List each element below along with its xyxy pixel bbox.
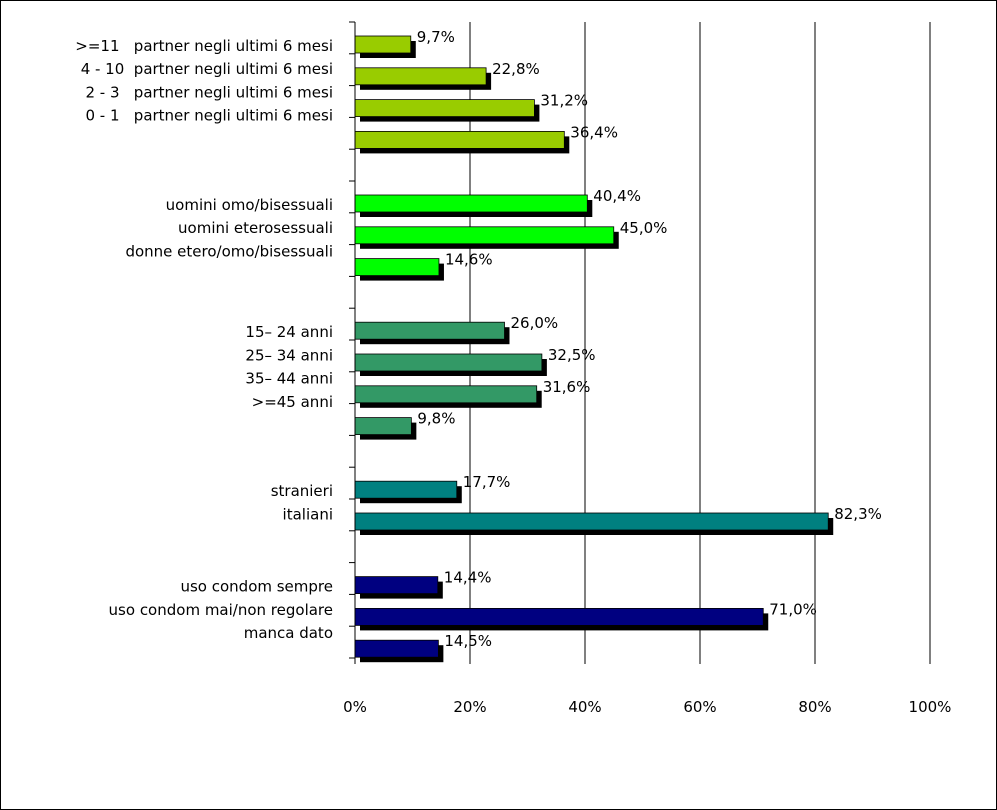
category-label: >=45 anni — [252, 393, 333, 411]
value-label: 17,7% — [463, 473, 511, 491]
bar — [354, 99, 535, 117]
x-tick-label: 40% — [568, 698, 601, 716]
category-label: donne etero/omo/bisessuali — [125, 242, 333, 260]
bar — [354, 67, 487, 86]
x-tick-label: 100% — [909, 698, 952, 716]
value-label: 26,0% — [511, 314, 559, 332]
bar — [354, 353, 543, 372]
x-tick-label: 0% — [343, 698, 367, 716]
bar — [354, 258, 440, 277]
category-label: 2 - 3 partner negli ultimi 6 mesi — [85, 83, 333, 101]
category-label: 4 - 10 partner negli ultimi 6 mesi — [81, 60, 333, 78]
value-label: 31,2% — [540, 92, 588, 110]
value-label: 32,5% — [548, 346, 596, 364]
bar — [354, 576, 439, 594]
x-tick-label: 80% — [798, 698, 831, 716]
bar — [354, 639, 439, 658]
category-label: stranieri — [271, 482, 333, 500]
labels: 9,7% 22,8%31,2% 36,4% >=11 partner negli ul… — [75, 28, 882, 650]
gridlines — [469, 22, 931, 664]
category-label: italiani — [283, 505, 333, 523]
category-label: manca dato — [244, 624, 333, 642]
value-label: 71,0% — [769, 600, 817, 618]
value-label: 31,6% — [543, 378, 591, 396]
bar — [354, 608, 764, 626]
value-label: 36,4% — [570, 123, 618, 141]
value-label: 9,8% — [417, 410, 455, 428]
bar — [354, 417, 412, 436]
value-label: 14,5% — [444, 632, 492, 650]
y-axis — [349, 21, 356, 664]
bar — [354, 512, 829, 531]
value-label: 14,6% — [445, 251, 493, 269]
bar — [354, 226, 615, 245]
category-label: uso condom sempre — [180, 578, 333, 596]
value-label: 22,8% — [492, 60, 540, 78]
category-label: 0 - 1 partner negli ultimi 6 mesi — [85, 107, 333, 125]
bar — [354, 321, 505, 340]
x-axis-ticks: 0% 20% 40% 60% 80% 100% — [343, 698, 951, 716]
bar — [354, 480, 458, 499]
value-label: 45,0% — [620, 219, 668, 237]
value-label: 9,7% — [417, 28, 455, 46]
x-tick-label: 20% — [453, 698, 486, 716]
value-label: 14,4% — [444, 569, 492, 587]
bar — [354, 130, 565, 149]
category-label: 25– 34 anni — [245, 346, 333, 364]
bar — [354, 385, 538, 404]
value-label: 40,4% — [593, 187, 641, 205]
category-label: uomini eterosessuali — [178, 219, 333, 237]
category-label: >=11 partner negli ultimi 6 mesi — [75, 37, 333, 55]
value-label: 82,3% — [834, 505, 882, 523]
bar — [354, 194, 588, 213]
bar — [354, 35, 412, 54]
category-label: 15– 24 anni — [245, 323, 333, 341]
category-label: uomini omo/bisessuali — [166, 196, 333, 214]
x-tick-label: 60% — [683, 698, 716, 716]
category-label: 35– 44 anni — [245, 370, 333, 388]
category-label: uso condom mai/non regolare — [109, 601, 333, 619]
bars — [354, 35, 834, 663]
